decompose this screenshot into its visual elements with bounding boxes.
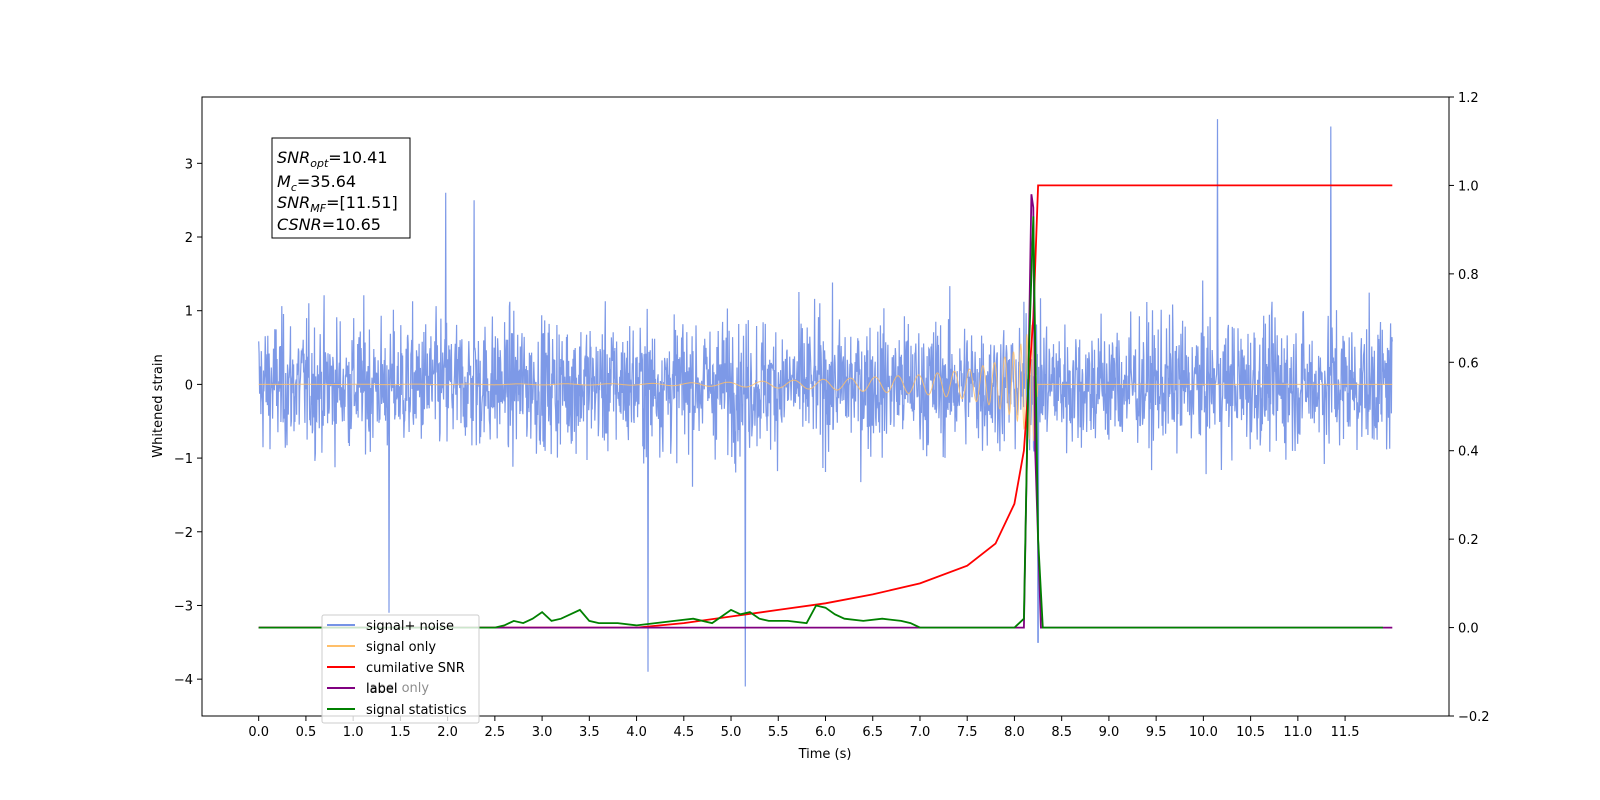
x-tick-label-10: 5.0 — [721, 725, 742, 740]
x-axis: 0.0 0.5 1.0 1.5 2.0 2.5 3.0 3.5 4.0 4.5 5.0 5.5 6.0 6… — [248, 716, 1360, 740]
x-tick-label-18: 9.0 — [1099, 725, 1120, 740]
y-left-tick-label-4: −1 — [174, 452, 193, 467]
annotation-csnr: CSNR=10.65 — [277, 215, 381, 234]
x-tick-label-16: 8.0 — [1004, 725, 1025, 740]
x-tick-label-23: 11.5 — [1331, 725, 1360, 740]
legend-label-3: label — [366, 682, 397, 697]
annotation-box: SNRopt=10.41 Mc=35.64 SNRMF=[11.51] CSNR… — [271, 137, 411, 239]
x-tick-label-14: 7.0 — [910, 725, 931, 740]
y-right-tick-label-6: 0.0 — [1458, 622, 1479, 637]
x-tick-label-6: 3.0 — [532, 725, 553, 740]
x-tick-label-8: 4.0 — [626, 725, 647, 740]
y-right-tick-label-3: 0.6 — [1458, 356, 1479, 371]
legend-hidden-label: label only — [366, 681, 429, 696]
y-axis-right: 1.2 1.0 0.8 0.6 0.4 0.2 0.0 −0.2 — [1449, 91, 1490, 725]
y-left-tick-label-3: 0 — [185, 378, 193, 393]
x-tick-label-21: 10.5 — [1236, 725, 1265, 740]
series-signal-only-line — [258, 324, 1393, 442]
y-left-tick-label-5: −2 — [174, 526, 193, 541]
x-axis-label: Time (s) — [798, 747, 852, 762]
x-tick-label-22: 11.0 — [1283, 725, 1312, 740]
x-tick-label-0: 0.0 — [248, 725, 269, 740]
y-left-tick-label-2: 1 — [185, 305, 193, 320]
x-tick-label-5: 2.5 — [485, 725, 506, 740]
y-left-tick-label-6: −3 — [174, 599, 193, 614]
annotation-snr-mf: SNRMF=[11.51] — [277, 193, 398, 215]
x-tick-label-13: 6.5 — [862, 725, 883, 740]
x-tick-label-12: 6.0 — [815, 725, 836, 740]
annotation-mc: Mc=35.64 — [277, 172, 356, 194]
legend: label only signal+ noise signal only cumil… — [321, 614, 480, 724]
y-left-tick-label-0: 3 — [185, 157, 193, 172]
series-signal-statistics-line — [258, 216, 1383, 629]
y-axis-label: Whitened strain — [151, 354, 166, 457]
series-layer — [258, 119, 1393, 687]
x-tick-label-20: 10.0 — [1189, 725, 1218, 740]
legend-label-0: signal+ noise — [366, 619, 454, 634]
y-right-tick-label-2: 0.8 — [1458, 268, 1479, 283]
x-tick-label-1: 0.5 — [296, 725, 317, 740]
x-tick-label-11: 5.5 — [768, 725, 789, 740]
series-cumulative-snr-line — [258, 184, 1393, 629]
legend-label-1: signal only — [366, 640, 436, 655]
x-tick-label-3: 1.5 — [390, 725, 411, 740]
y-right-tick-label-5: 0.2 — [1458, 533, 1479, 548]
x-tick-label-19: 9.5 — [1146, 725, 1167, 740]
legend-label-4: signal statistics — [366, 703, 467, 718]
x-tick-label-17: 8.5 — [1051, 725, 1072, 740]
y-right-tick-label-7: −0.2 — [1458, 710, 1490, 725]
x-tick-label-9: 4.5 — [673, 725, 694, 740]
legend-label-2: cumilative SNR — [366, 661, 465, 676]
y-right-tick-label-1: 1.0 — [1458, 179, 1479, 194]
x-tick-label-7: 3.5 — [579, 725, 600, 740]
y-left-tick-label-1: 2 — [185, 231, 193, 246]
y-right-tick-label-0: 1.2 — [1458, 91, 1479, 106]
x-tick-label-2: 1.0 — [343, 725, 364, 740]
series-signal-noise-line — [258, 119, 1393, 687]
annotation-snr-opt: SNRopt=10.41 — [277, 148, 388, 170]
y-right-tick-label-4: 0.4 — [1458, 445, 1479, 460]
x-tick-label-4: 2.0 — [437, 725, 458, 740]
y-axis-left: 3 2 1 0 −1 −2 −3 −4 — [174, 157, 202, 688]
x-tick-label-15: 7.5 — [957, 725, 978, 740]
y-left-tick-label-7: −4 — [174, 673, 193, 688]
